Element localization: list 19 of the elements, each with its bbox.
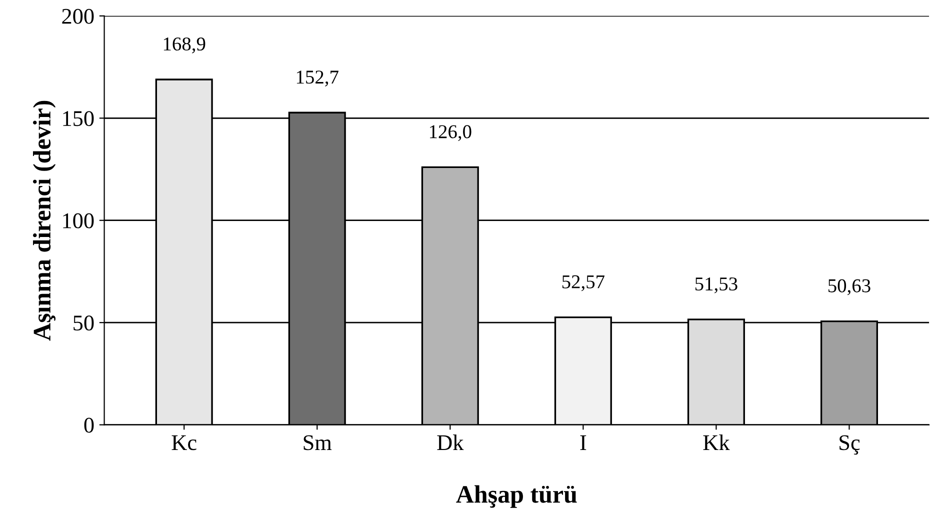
data-label: 50,63 xyxy=(828,279,870,296)
x-tick-label: Kk xyxy=(703,434,730,450)
y-axis-title: Aşınma direnci (devir) xyxy=(32,100,56,341)
x-axis-title: Ahşap türü xyxy=(456,485,577,508)
y-tick-label: 0 xyxy=(84,418,94,433)
y-tick-label: 50 xyxy=(74,316,94,331)
x-tick-label: Sç xyxy=(840,435,860,455)
x-tick-label: Sm xyxy=(304,435,332,450)
x-tick-label: Dk xyxy=(437,434,464,450)
y-tick-label: 200 xyxy=(62,8,94,24)
data-label: 152,7 xyxy=(296,70,338,86)
data-label: 51,53 xyxy=(695,277,738,294)
y-tick-label: 100 xyxy=(63,213,94,228)
x-tick-label: Kc xyxy=(172,435,196,450)
data-label: 126,0 xyxy=(430,125,472,142)
x-tick-label: I xyxy=(580,435,586,450)
data-label: 168,9 xyxy=(164,37,206,54)
data-label: 52,57 xyxy=(562,275,604,292)
y-tick-label: 150 xyxy=(63,111,94,126)
